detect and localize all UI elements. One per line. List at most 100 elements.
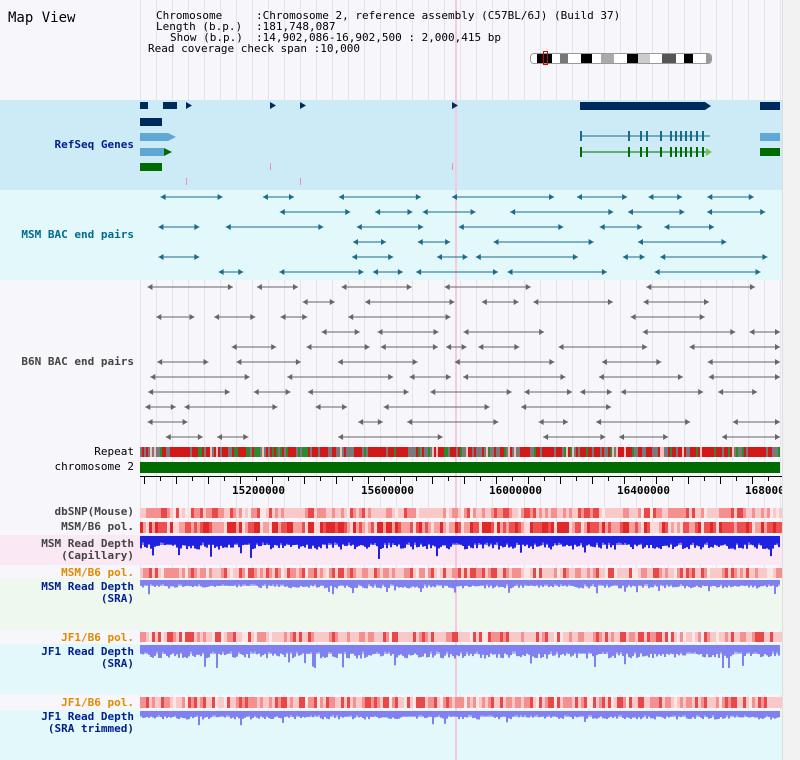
track-label-refseq[interactable]: RefSeq Genes	[54, 138, 134, 151]
jf1-b6-pol2-cell	[173, 697, 176, 708]
msm-depth-sra-bar	[340, 580, 342, 586]
jf1-b6-pol2-cell	[248, 697, 251, 708]
track-label-msm-depth-sra[interactable]: MSM Read Depth	[41, 580, 134, 593]
jf1-depth-trim-bar	[334, 711, 336, 718]
jf1-b6-pol-cell	[581, 632, 584, 642]
repeat-segment	[710, 447, 712, 457]
msm-depth-cap-bar	[268, 536, 270, 545]
jf1-b6-pol-cell	[608, 632, 611, 642]
msm-depth-cap-bar	[408, 536, 410, 543]
b6n-bac-end	[775, 329, 780, 335]
vertical-scrollbar[interactable]	[782, 0, 800, 760]
jf1-b6-pol2-cell	[254, 697, 257, 708]
repeat-segment	[624, 447, 626, 457]
msm-b6-pol2-cell	[422, 568, 425, 578]
repeat-segment	[352, 447, 354, 457]
jf1-b6-pol-cell	[380, 632, 383, 642]
msm-b6-pol2-cell	[752, 568, 755, 578]
track-label-repeat[interactable]: Repeat	[94, 445, 134, 458]
jf1-depth-sra-bar	[568, 645, 570, 654]
track-label-chromosome[interactable]: chromosome 2	[54, 460, 134, 473]
msm-b6-pol-cell	[635, 522, 638, 533]
jf1-depth-sra-bar	[492, 645, 494, 655]
track-label-jf1-depth-trim[interactable]: JF1 Read Depth	[41, 710, 134, 723]
grid-line	[444, 0, 445, 760]
track-label-msm-depth-cap[interactable]: MSM Read Depth	[41, 537, 134, 550]
jf1-depth-sra-bar	[144, 645, 146, 653]
jf1-depth-trim-bar	[340, 711, 342, 717]
msm-b6-pol2-cell	[185, 568, 188, 578]
genome-tracks[interactable]	[0, 0, 782, 760]
msm-depth-sra-bar	[388, 580, 390, 588]
msm-depth-cap-bar	[440, 536, 442, 547]
jf1-depth-sra-bar	[304, 645, 306, 664]
repeat-segment	[546, 447, 548, 457]
msm-depth-cap-bar	[324, 536, 326, 545]
jf1-depth-sra-bar	[194, 645, 196, 657]
axis-tick	[400, 476, 401, 484]
refseq-exon	[646, 131, 648, 141]
msm-b6-pol-cell	[167, 522, 170, 533]
track-label-msm-bac[interactable]: MSM BAC end pairs	[21, 228, 134, 241]
track-label-jf1-b6-pol-2[interactable]: JF1/B6 pol.	[61, 696, 134, 709]
jf1-b6-pol2-cell	[158, 697, 161, 708]
dbsnp-cell	[272, 508, 275, 518]
track-label-jf1-b6-pol[interactable]: JF1/B6 pol.	[61, 631, 134, 644]
msm-depth-sra-bar	[178, 580, 180, 585]
track-label-dbsnp[interactable]: dbSNP(Mouse)	[54, 505, 134, 518]
jf1-b6-pol2-cell	[233, 697, 236, 708]
dbsnp-cell	[251, 508, 254, 518]
msm-b6-pol2-cell	[311, 568, 314, 578]
jf1-depth-trim-bar	[556, 711, 558, 718]
jf1-b6-pol2-cell	[323, 697, 326, 708]
dbsnp-cell	[212, 508, 215, 518]
msm-b6-pol2-cell	[158, 568, 161, 578]
jf1-depth-trim-bar	[502, 711, 504, 717]
jf1-b6-pol-cell	[389, 632, 392, 642]
jf1-b6-pol2-cell	[587, 697, 590, 708]
msm-depth-cap-bar	[294, 536, 296, 545]
jf1-depth-trim-bar	[730, 711, 732, 716]
repeat-segment	[460, 447, 462, 457]
jf1-depth-trim-bar	[464, 711, 466, 717]
axis-tick	[528, 476, 529, 484]
jf1-depth-trim-bar	[582, 711, 584, 717]
msm-b6-pol2-cell	[773, 568, 776, 578]
jf1-depth-trim-bar	[574, 711, 576, 716]
msm-depth-sra-bar	[630, 580, 632, 588]
repeat-segment	[410, 447, 412, 457]
info-key-coverage: Read coverage check span	[148, 42, 307, 55]
jf1-depth-trim-bar	[564, 711, 566, 716]
msm-b6-pol-cell	[257, 522, 260, 533]
refseq-exon	[675, 147, 677, 157]
jf1-depth-sra-bar	[154, 645, 156, 656]
repeat-segment	[216, 447, 218, 457]
track-label-b6n-bac[interactable]: B6N BAC end pairs	[21, 355, 134, 368]
jf1-depth-sra-bar	[270, 645, 272, 653]
msm-bac-end	[637, 224, 643, 230]
chromosome-ideogram[interactable]	[530, 53, 712, 64]
msm-b6-pol-cell	[278, 522, 281, 533]
msm-b6-pol-cell	[248, 522, 251, 533]
msm-b6-pol-cell	[224, 522, 227, 533]
jf1-depth-sra-bar	[440, 645, 442, 658]
track-label-msm-b6-pol[interactable]: MSM/B6 pol.	[61, 520, 134, 533]
dbsnp-cell	[221, 508, 224, 518]
b6n-bac-end	[708, 374, 714, 380]
jf1-depth-trim-bar	[538, 711, 540, 718]
track-label-jf1-depth-sra[interactable]: JF1 Read Depth	[41, 645, 134, 658]
b6n-bac-end	[775, 419, 780, 425]
dbsnp-cell	[164, 508, 167, 518]
track-label-msm-b6-pol-2[interactable]: MSM/B6 pol.	[61, 566, 134, 579]
msm-depth-sra-bar	[334, 580, 336, 588]
jf1-b6-pol-cell	[449, 632, 452, 642]
jf1-depth-sra-bar	[484, 645, 486, 659]
dbsnp-cell	[626, 508, 629, 518]
b6n-bac-end	[430, 389, 436, 395]
jf1-b6-pol-cell	[512, 632, 515, 642]
b6n-bac-end	[699, 314, 705, 320]
repeat-segment	[268, 447, 270, 457]
msm-b6-pol2-cell	[527, 568, 530, 578]
jf1-depth-sra-bar	[558, 645, 560, 658]
repeat-segment	[504, 447, 506, 457]
